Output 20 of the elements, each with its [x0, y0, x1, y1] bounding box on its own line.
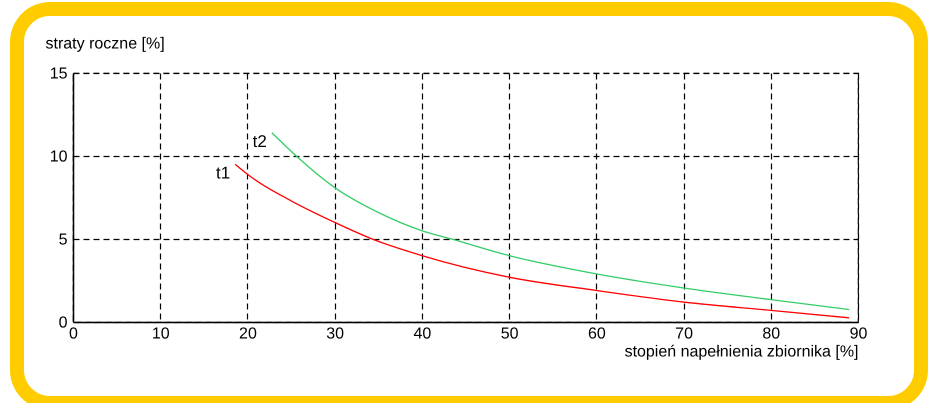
series-label: t2: [252, 132, 267, 151]
x-tick-label: 20: [239, 326, 257, 342]
x-tick-label: 90: [850, 326, 868, 342]
x-tick-label: 10: [152, 326, 170, 342]
line-series: [271, 132, 850, 310]
x-axis-title: stopień napełnienia zbiornika [%]: [624, 344, 858, 360]
x-tick-label: 70: [675, 326, 694, 342]
y-tick-label: 0: [58, 314, 68, 332]
y-tick-label: 15: [50, 66, 68, 82]
x-tick-label: 80: [762, 326, 780, 342]
x-tick-label: 60: [588, 326, 606, 342]
x-tick-label: 0: [69, 326, 78, 342]
x-tick-label: 50: [500, 326, 519, 342]
x-tick-label: 40: [413, 326, 432, 342]
y-tick-label: 5: [58, 232, 68, 248]
series-label: t1: [216, 163, 230, 182]
y-tick-label: 10: [50, 148, 68, 166]
y-axis-title: straty roczne [%]: [46, 36, 165, 52]
line-series: [234, 164, 850, 318]
x-tick-label: 30: [326, 326, 344, 342]
